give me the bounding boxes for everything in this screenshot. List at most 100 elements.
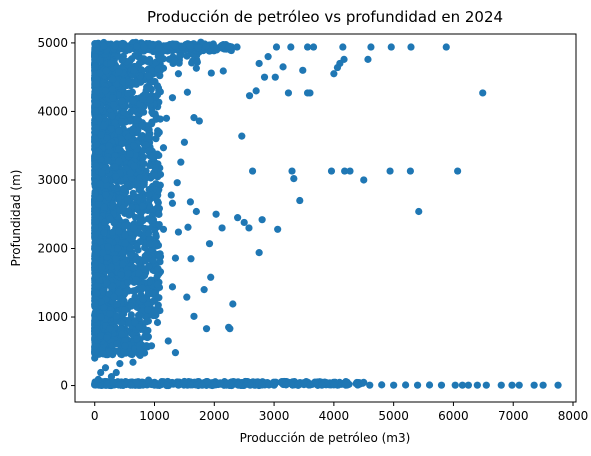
data-point xyxy=(234,381,242,389)
data-point xyxy=(94,200,103,209)
data-point xyxy=(217,42,226,50)
data-point xyxy=(144,317,152,325)
data-point xyxy=(174,70,183,78)
data-point xyxy=(303,43,312,51)
data-point xyxy=(115,288,123,296)
data-point xyxy=(100,229,108,237)
data-point xyxy=(171,349,180,357)
data-point xyxy=(159,144,168,152)
data-point xyxy=(111,163,119,171)
data-point xyxy=(125,78,133,86)
data-point xyxy=(150,307,159,316)
data-point xyxy=(245,92,254,100)
data-point xyxy=(151,164,159,172)
data-point xyxy=(153,197,162,205)
data-point xyxy=(288,167,296,175)
data-point xyxy=(442,43,450,51)
data-point xyxy=(163,42,171,50)
data-point xyxy=(136,216,145,224)
data-point xyxy=(132,276,140,284)
data-point xyxy=(333,63,342,72)
data-point xyxy=(129,125,137,133)
data-point xyxy=(341,167,349,175)
data-point xyxy=(118,41,126,49)
data-point xyxy=(473,381,481,389)
data-point xyxy=(91,93,99,102)
data-point xyxy=(117,325,125,333)
data-point xyxy=(109,282,117,290)
data-point xyxy=(91,244,99,253)
data-point xyxy=(141,175,150,183)
data-point xyxy=(339,43,347,51)
data-point xyxy=(91,107,99,116)
data-point xyxy=(99,350,107,358)
x-tick-label: 1000 xyxy=(139,409,170,423)
data-point xyxy=(113,184,121,192)
data-point xyxy=(104,242,112,251)
data-point xyxy=(367,43,375,51)
data-point xyxy=(97,331,105,340)
x-tick-label: 0 xyxy=(91,409,99,423)
data-point xyxy=(120,108,128,116)
data-point xyxy=(91,63,99,71)
data-point xyxy=(413,381,422,389)
data-point xyxy=(306,381,314,389)
data-point xyxy=(92,327,100,335)
data-point xyxy=(91,53,99,61)
y-tick-label: 3000 xyxy=(37,173,68,187)
x-tick-label: 2000 xyxy=(199,409,230,423)
data-point xyxy=(186,381,194,389)
data-point xyxy=(137,106,145,114)
data-point xyxy=(125,46,133,54)
data-point xyxy=(114,244,122,252)
data-point xyxy=(144,376,153,384)
data-point xyxy=(109,378,117,386)
data-point xyxy=(101,364,110,372)
data-point xyxy=(153,280,162,288)
data-point xyxy=(105,348,113,356)
data-point xyxy=(113,300,121,308)
data-point xyxy=(113,263,121,272)
data-point xyxy=(149,216,158,224)
data-point xyxy=(238,132,246,140)
data-point xyxy=(180,377,189,386)
data-point xyxy=(120,222,129,230)
data-point xyxy=(102,191,110,199)
y-axis-label: Profundidad (m) xyxy=(9,170,23,267)
data-point xyxy=(147,120,156,128)
data-point xyxy=(225,42,233,50)
data-point xyxy=(102,67,110,75)
data-point xyxy=(138,381,147,389)
data-point xyxy=(288,381,297,389)
data-point xyxy=(127,169,135,177)
data-point xyxy=(91,254,100,262)
data-point xyxy=(309,43,318,51)
data-point xyxy=(482,381,490,389)
x-tick-label: 7000 xyxy=(498,409,529,423)
data-point xyxy=(142,342,151,350)
data-point xyxy=(360,176,368,184)
data-point xyxy=(162,114,171,122)
data-point xyxy=(110,293,118,301)
data-point xyxy=(248,167,257,175)
data-point xyxy=(103,333,111,342)
data-point xyxy=(131,319,139,327)
data-point xyxy=(173,179,181,187)
y-tick-label: 0 xyxy=(60,379,68,393)
data-point xyxy=(96,238,104,246)
data-point xyxy=(530,381,538,389)
data-point xyxy=(366,381,374,389)
data-point xyxy=(98,288,106,296)
data-point xyxy=(154,65,162,73)
data-point xyxy=(219,67,227,75)
data-point xyxy=(207,273,215,281)
data-point xyxy=(200,286,208,294)
data-point xyxy=(91,135,99,143)
data-point xyxy=(437,381,446,389)
data-point xyxy=(390,381,398,389)
data-point xyxy=(192,64,200,72)
data-point xyxy=(92,124,100,132)
data-point xyxy=(97,313,105,321)
data-point xyxy=(139,147,147,155)
